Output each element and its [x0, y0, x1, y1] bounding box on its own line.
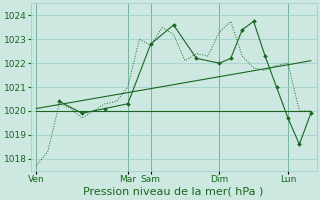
X-axis label: Pression niveau de la mer( hPa ): Pression niveau de la mer( hPa ) [84, 187, 264, 197]
